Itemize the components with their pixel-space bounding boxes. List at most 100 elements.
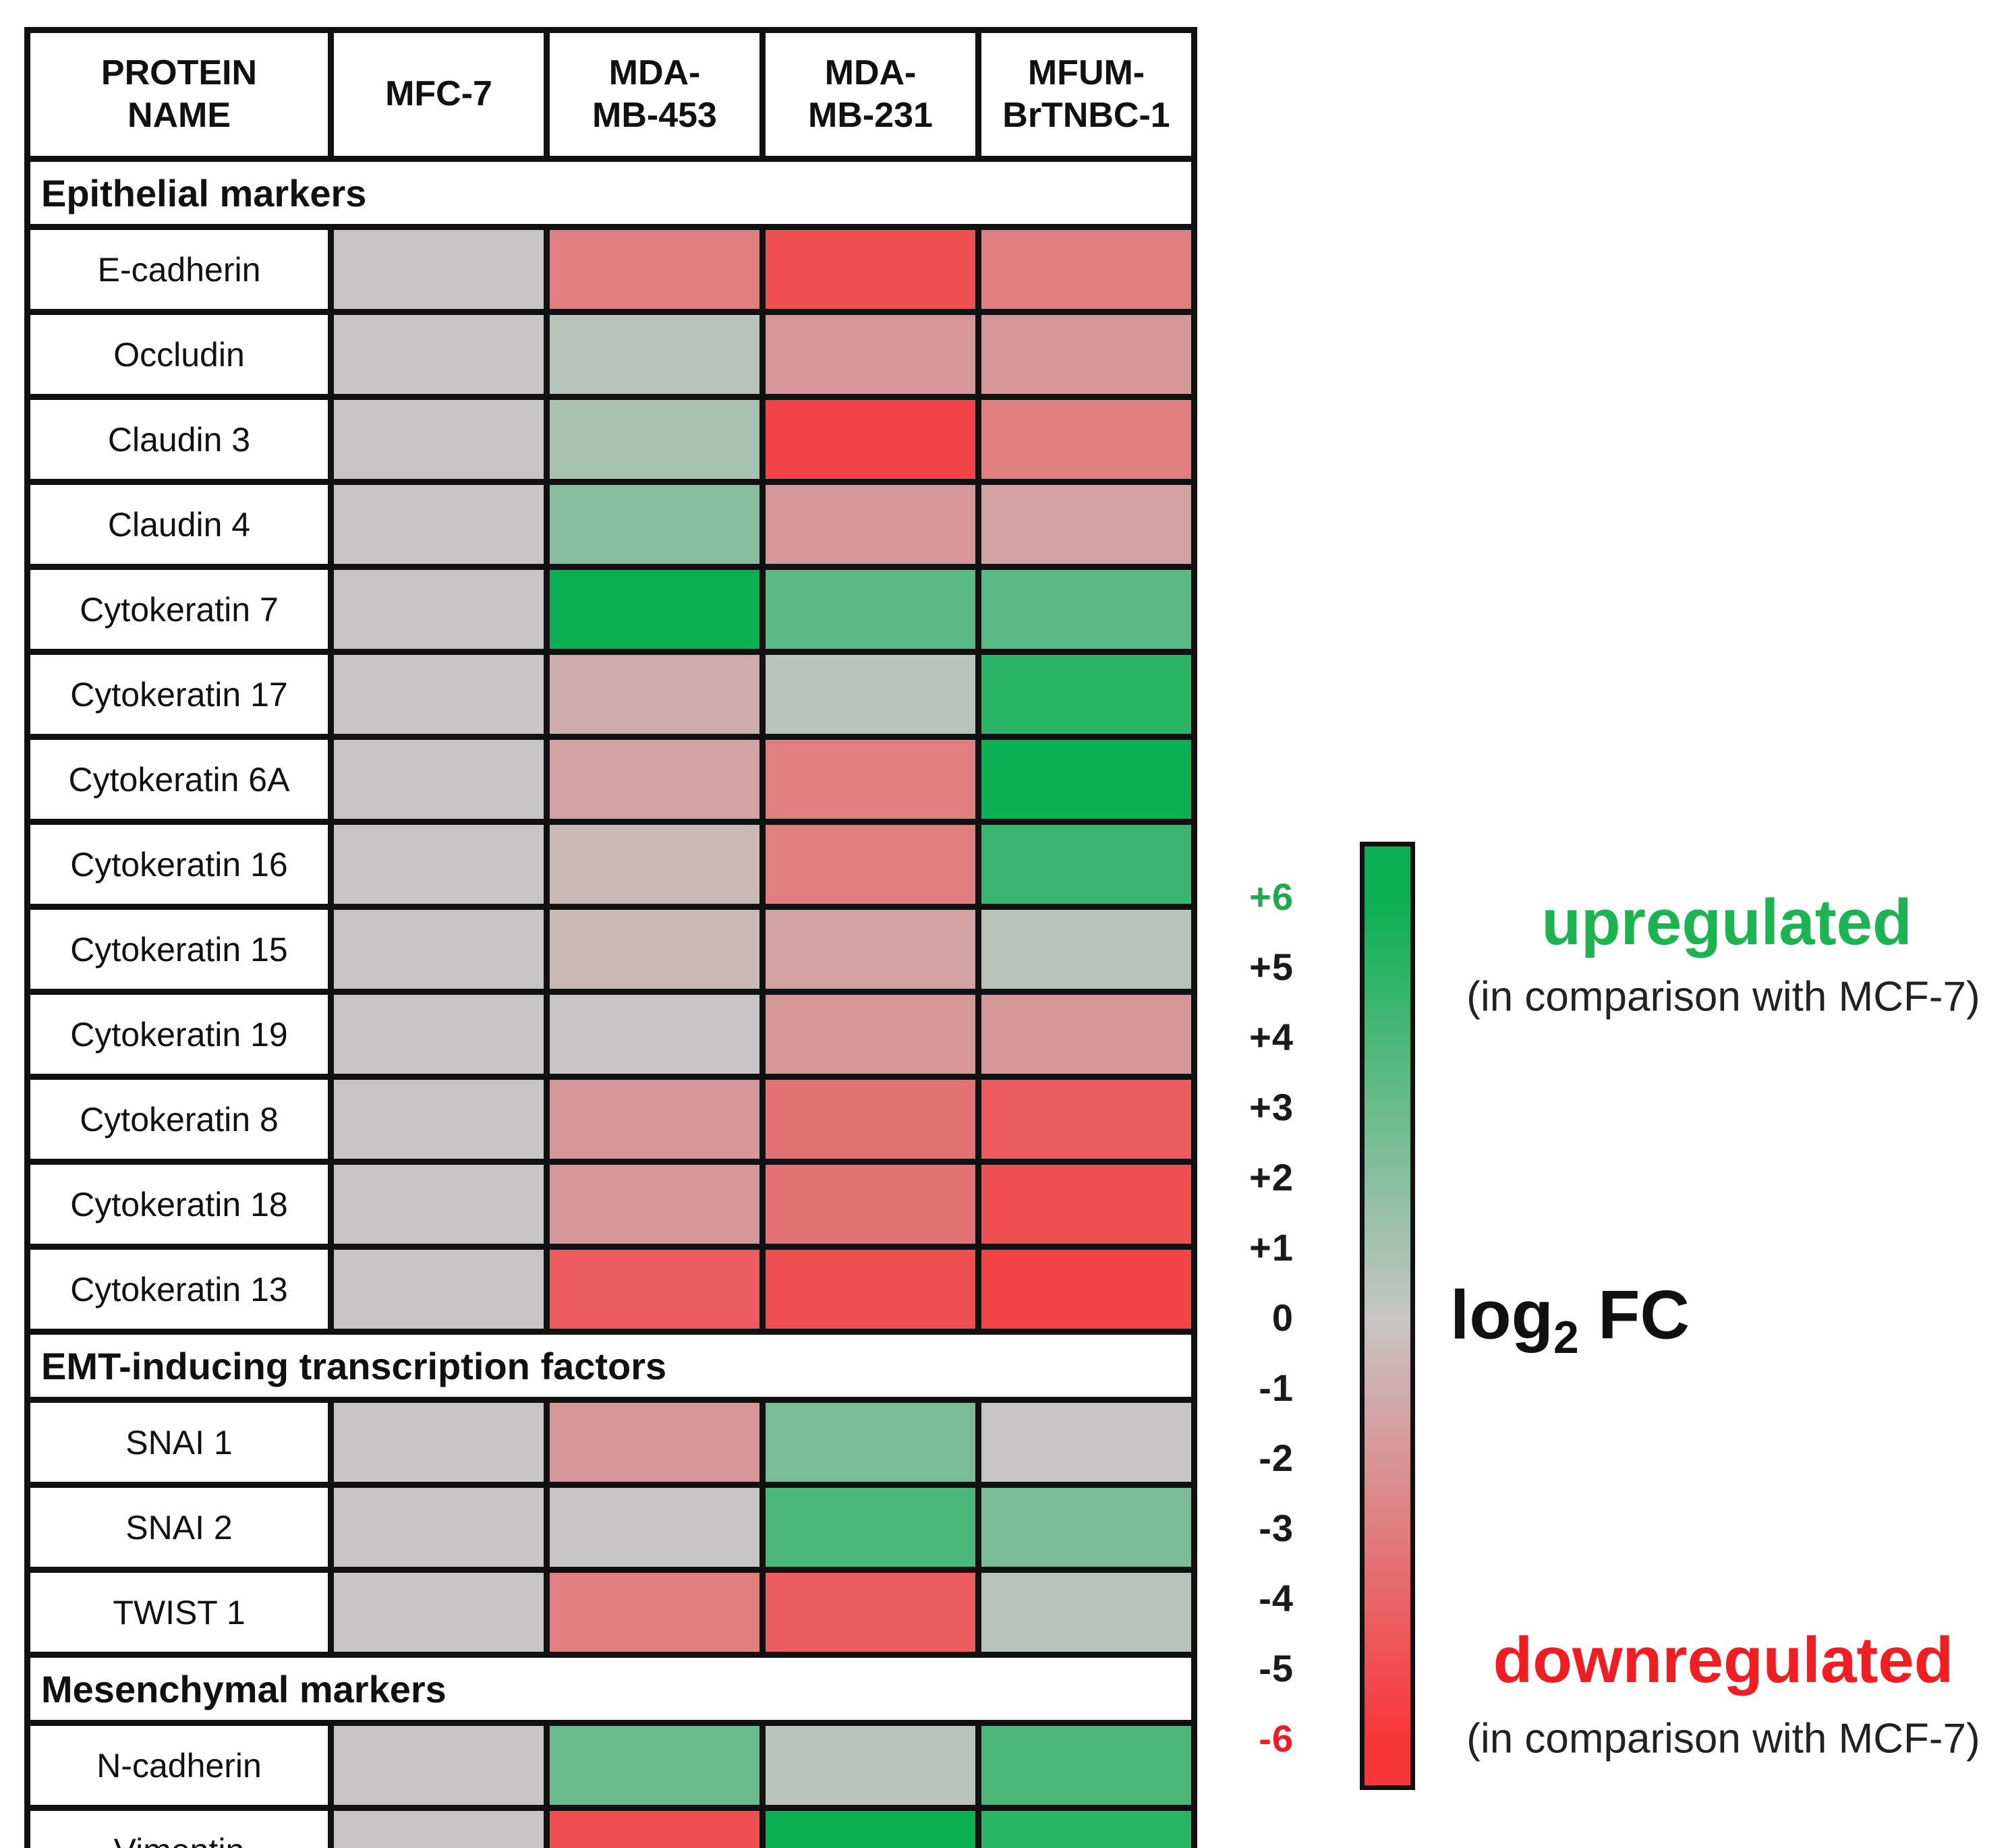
- heatmap-cell: [544, 649, 766, 740]
- section-row: Epithelial markers: [24, 156, 1197, 230]
- log2fc-subscript: 2: [1553, 1311, 1579, 1363]
- heatmap-cell: [328, 1244, 550, 1335]
- log2fc-prefix: log: [1450, 1276, 1553, 1354]
- heatmap-cell: [975, 989, 1197, 1080]
- colorbar-tick-label: -1: [1259, 1366, 1294, 1409]
- colorbar-tick-label: -4: [1259, 1577, 1294, 1619]
- protein-name: SNAI 2: [24, 1482, 334, 1573]
- protein-row: N-cadherin: [24, 1720, 1197, 1811]
- protein-name: Cytokeratin 17: [24, 649, 334, 740]
- heatmap-cell: [544, 394, 766, 485]
- heatmap-cell: [975, 309, 1197, 400]
- header-mda-mb-453: MDA- MB-453: [544, 27, 766, 162]
- protein-row: Cytokeratin 17: [24, 649, 1197, 740]
- protein-name: N-cadherin: [24, 1720, 334, 1811]
- protein-row: E-cadherin: [24, 224, 1197, 315]
- heatmap-cell: [975, 734, 1197, 825]
- header-mda-mb-231: MDA- MB-231: [759, 27, 981, 162]
- protein-row: Vimentin: [24, 1805, 1197, 1848]
- protein-row: Cytokeratin 13: [24, 1244, 1197, 1335]
- heatmap-cell: [544, 989, 766, 1080]
- heatmap-cell: [544, 1074, 766, 1165]
- heatmap-cell: [975, 394, 1197, 485]
- protein-row: Cytokeratin 8: [24, 1074, 1197, 1165]
- heatmap-cell: [328, 1567, 550, 1658]
- downregulated-note: (in comparison with MCF-7): [1466, 1715, 1980, 1762]
- heatmap-cell: [328, 904, 550, 995]
- heatmap-cell: [975, 649, 1197, 740]
- heatmap-cell: [544, 1244, 766, 1335]
- colorbar-tick-label: -3: [1259, 1507, 1294, 1549]
- upregulated-label: upregulated: [1541, 886, 1912, 958]
- heatmap-cell: [328, 1159, 550, 1250]
- heatmap-cell: [544, 734, 766, 825]
- heatmap-cell: [759, 1805, 981, 1848]
- heatmap-cell: [975, 1074, 1197, 1165]
- protein-name: Cytokeratin 19: [24, 989, 334, 1080]
- protein-name: Cytokeratin 18: [24, 1159, 334, 1250]
- protein-row: Occludin: [24, 309, 1197, 400]
- heatmap-cell: [759, 734, 981, 825]
- heatmap-cell: [759, 394, 981, 485]
- heatmap-cell: [544, 1482, 766, 1573]
- protein-row: Cytokeratin 6A: [24, 734, 1197, 825]
- heatmap-cell: [975, 904, 1197, 995]
- protein-row: SNAI 2: [24, 1482, 1197, 1573]
- protein-row: Cytokeratin 7: [24, 564, 1197, 655]
- protein-name: TWIST 1: [24, 1567, 334, 1658]
- section-row: Mesenchymal markers: [24, 1652, 1197, 1726]
- heatmap-cell: [328, 989, 550, 1080]
- heatmap-cell: [759, 1567, 981, 1658]
- heatmap-cell: [975, 224, 1197, 315]
- heatmap-cell: [544, 1720, 766, 1811]
- colorbar-tick-label: +6: [1249, 875, 1294, 918]
- heatmap-cell: [544, 819, 766, 910]
- heatmap-cell: [328, 1397, 550, 1488]
- protein-name: Cytokeratin 8: [24, 1074, 334, 1165]
- heatmap-cell: [975, 1720, 1197, 1811]
- log2fc-suffix: FC: [1578, 1276, 1690, 1354]
- heatmap-cell: [975, 1482, 1197, 1573]
- heatmap-cell: [759, 1720, 981, 1811]
- heatmap-cell: [759, 904, 981, 995]
- heatmap-cell: [544, 224, 766, 315]
- heatmap-cell: [328, 309, 550, 400]
- colorbar-tick-label: +4: [1249, 1016, 1294, 1058]
- heatmap-cell: [975, 1397, 1197, 1488]
- heatmap-cell: [328, 1074, 550, 1165]
- heatmap-cell: [544, 309, 766, 400]
- heatmap-cell: [328, 1805, 550, 1848]
- colorbar-tick-label: +5: [1249, 946, 1294, 988]
- protein-row: TWIST 1: [24, 1567, 1197, 1658]
- heatmap-cell: [328, 649, 550, 740]
- protein-row: Cytokeratin 16: [24, 819, 1197, 910]
- colorbar-gradient: [1360, 842, 1415, 1790]
- heatmap-cell: [975, 1805, 1197, 1848]
- colorbar-tick-label: -5: [1259, 1647, 1294, 1690]
- protein-row: Cytokeratin 18: [24, 1159, 1197, 1250]
- protein-name: Cytokeratin 7: [24, 564, 334, 655]
- protein-name: E-cadherin: [24, 224, 334, 315]
- protein-name: Occludin: [24, 309, 334, 400]
- protein-row: Cytokeratin 15: [24, 904, 1197, 995]
- log2fc-label: log2 FC: [1450, 1276, 1690, 1360]
- protein-row: Claudin 3: [24, 394, 1197, 485]
- heatmap-cell: [328, 564, 550, 655]
- heatmap-cell: [328, 224, 550, 315]
- heatmap-cell: [975, 1244, 1197, 1335]
- heatmap-cell: [759, 564, 981, 655]
- downregulated-label: downregulated: [1493, 1624, 1954, 1696]
- heatmap-cell: [544, 904, 766, 995]
- colorbar-tick-label: -2: [1259, 1437, 1294, 1479]
- header-protein-name: PROTEIN NAME: [24, 27, 334, 162]
- heatmap-header: PROTEIN NAME MFC-7 MDA- MB-453 MDA- MB-2…: [24, 27, 1197, 162]
- heatmap-cell: [975, 1159, 1197, 1250]
- protein-name: Claudin 3: [24, 394, 334, 485]
- protein-name: SNAI 1: [24, 1397, 334, 1488]
- heatmap-cell: [544, 1805, 766, 1848]
- colorbar-tick-label: -6: [1259, 1717, 1294, 1760]
- protein-row: Cytokeratin 19: [24, 989, 1197, 1080]
- heatmap-cell: [328, 1720, 550, 1811]
- protein-row: Claudin 4: [24, 479, 1197, 570]
- section-row: EMT-inducing transcription factors: [24, 1329, 1197, 1403]
